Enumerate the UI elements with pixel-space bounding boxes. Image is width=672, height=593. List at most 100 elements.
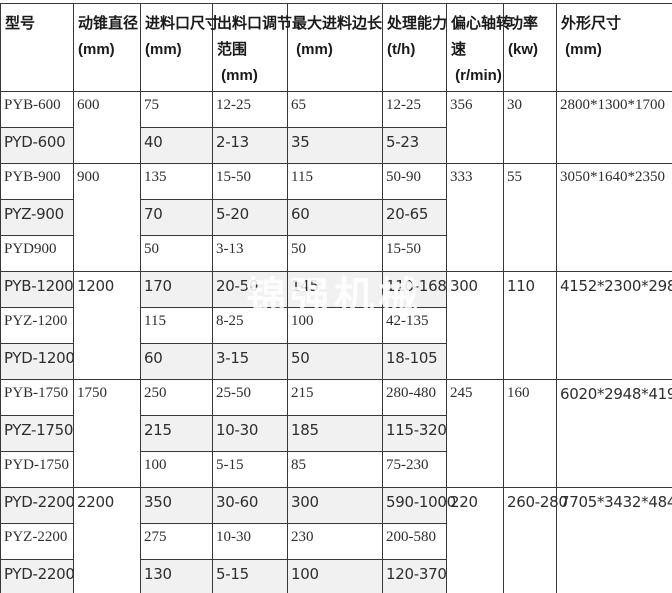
value-cell: 65 (287, 91, 383, 128)
model-cell: PYZ-1750 (0, 415, 74, 452)
value-cell: 10-30 (212, 415, 288, 452)
spec-row: PYD-600 40 2-13 35 5-23 (0, 127, 672, 164)
column-header-cone-diameter: 动锥直径 (mm) (73, 3, 141, 92)
column-header-feed-opening: 进料口尺寸 (mm) (140, 3, 220, 92)
value-cell: 25-50 (212, 379, 288, 416)
value-cell: 220 (446, 487, 504, 593)
value-cell: 7705*3432*4842 (556, 487, 672, 593)
value-cell: 120-370 (382, 559, 447, 593)
value-cell: 4152*2300*2980 (556, 271, 672, 380)
model-cell: PYB-900 (0, 163, 74, 200)
value-cell: 50 (140, 235, 213, 272)
value-cell: 30 (503, 91, 557, 164)
value-cell: 215 (287, 379, 383, 416)
value-cell: 15-50 (212, 163, 288, 200)
model-cell: PYZ-900 (0, 199, 74, 236)
value-cell: 115 (287, 163, 383, 200)
value-cell: 2800*1300*1700 (556, 91, 672, 164)
column-header-power: 功率 (kw) (503, 3, 557, 92)
value-cell: 8-25 (212, 307, 288, 344)
value-cell: 12-25 (212, 91, 288, 128)
value-cell: 145 (287, 271, 383, 308)
spec-row: PYD-1750 100 5-15 85 75-230 (0, 451, 672, 488)
value-cell: 110-168 (382, 271, 447, 308)
column-header-max-feed-size: 最大进料边长 (mm) (287, 3, 383, 92)
value-cell: 350 (140, 487, 213, 524)
crusher-spec-table: 型号 动锥直径 (mm) 进料口尺寸 (mm) 出料口调节 范围 (mm) 最大进料边长 (m… (0, 3, 672, 593)
value-cell: 18-105 (382, 343, 447, 380)
spec-row: PYZ-1750 215 10-30 185 115-320 (0, 415, 672, 452)
value-cell: 10-30 (212, 523, 288, 560)
model-cell: PYZ-1200 (0, 307, 74, 344)
value-cell: 15-50 (382, 235, 447, 272)
value-cell: 40 (140, 127, 213, 164)
value-cell: 5-20 (212, 199, 288, 236)
value-cell: 160 (503, 379, 557, 488)
value-cell: 185 (287, 415, 383, 452)
value-cell: 300 (446, 271, 504, 380)
model-cell: PYD-2200 (0, 487, 75, 524)
value-cell: 12-25 (382, 91, 447, 128)
spec-row: PYB-600 600 75 12-25 65 12-25 356 30 2800*1300*1… (0, 91, 672, 164)
value-cell: 3-13 (212, 235, 288, 272)
table-body: PYB-600 600 75 12-25 65 12-25 356 30 2800*1300*1… (0, 91, 672, 593)
value-cell: 275 (140, 523, 213, 560)
value-cell: 115-320 (382, 415, 447, 452)
spec-row: PYB-900 900 135 15-50 115 50-90 333 55 3050*1640… (0, 163, 672, 272)
column-header-discharge-range: 出料口调节 范围 (mm) (212, 3, 292, 92)
value-cell: 50 (287, 343, 383, 380)
value-cell: 50 (287, 235, 383, 272)
value-cell: 55 (503, 163, 557, 272)
model-cell: PYB-1750 (0, 379, 74, 416)
value-cell: 100 (287, 559, 383, 593)
value-cell: 2200 (73, 487, 141, 593)
model-cell: PYD-2200 (0, 559, 75, 593)
model-cell: PYD-1200 (0, 343, 75, 380)
model-cell: PYD-1750 (0, 451, 74, 488)
value-cell: 100 (287, 307, 383, 344)
value-cell: 333 (446, 163, 504, 272)
model-cell: PYD-600 (0, 127, 74, 164)
header-row: 型号 动锥直径 (mm) 进料口尺寸 (mm) 出料口调节 范围 (mm) 最大进料边长 (m… (0, 3, 672, 92)
value-cell: 356 (446, 91, 504, 164)
table-header: 型号 动锥直径 (mm) 进料口尺寸 (mm) 出料口调节 范围 (mm) 最大进料边长 (m… (0, 3, 672, 92)
value-cell: 85 (287, 451, 383, 488)
spec-row: PYD900 50 3-13 50 15-50 (0, 235, 672, 272)
spec-row: PYZ-2200 275 10-30 230 200-580 (0, 523, 672, 560)
model-cell: PYD900 (0, 235, 74, 272)
value-cell: 70 (140, 199, 213, 236)
value-cell: 35 (287, 127, 383, 164)
value-cell: 260-280 (503, 487, 568, 593)
value-cell: 1750 (73, 379, 141, 488)
value-cell: 280-480 (382, 379, 447, 416)
spec-row: PYD-2200 2200 350 30-60 300 590-1000 220 260-28… (0, 487, 672, 593)
column-header-eccentric-speed: 偏心轴转速 (r/min) (446, 3, 511, 92)
value-cell: 2-13 (212, 127, 288, 164)
value-cell: 135 (140, 163, 213, 200)
value-cell: 115 (140, 307, 213, 344)
column-header-capacity: 处理能力 (t/h) (382, 3, 447, 92)
value-cell: 5-23 (382, 127, 447, 164)
column-header-model: 型号 (0, 3, 74, 92)
value-cell: 200-580 (382, 523, 447, 560)
value-cell: 30-60 (212, 487, 288, 524)
value-cell: 215 (140, 415, 213, 452)
value-cell: 60 (287, 199, 383, 236)
model-cell: PYZ-2200 (0, 523, 74, 560)
value-cell: 5-15 (212, 451, 288, 488)
value-cell: 3-15 (212, 343, 288, 380)
value-cell: 20-50 (212, 271, 288, 308)
value-cell: 20-65 (382, 199, 447, 236)
value-cell: 170 (140, 271, 213, 308)
spec-row: PYB-1200 1200 170 20-50 145 110-168 300 110 4152… (0, 271, 672, 380)
value-cell: 245 (446, 379, 504, 488)
value-cell: 1200 (73, 271, 141, 380)
value-cell: 300 (287, 487, 383, 524)
value-cell: 110 (503, 271, 557, 380)
column-header-dimensions: 外形尺寸 (mm) (556, 3, 672, 92)
value-cell: 230 (287, 523, 383, 560)
value-cell: 600 (73, 91, 141, 164)
value-cell: 42-135 (382, 307, 447, 344)
value-cell: 3050*1640*2350 (556, 163, 672, 272)
